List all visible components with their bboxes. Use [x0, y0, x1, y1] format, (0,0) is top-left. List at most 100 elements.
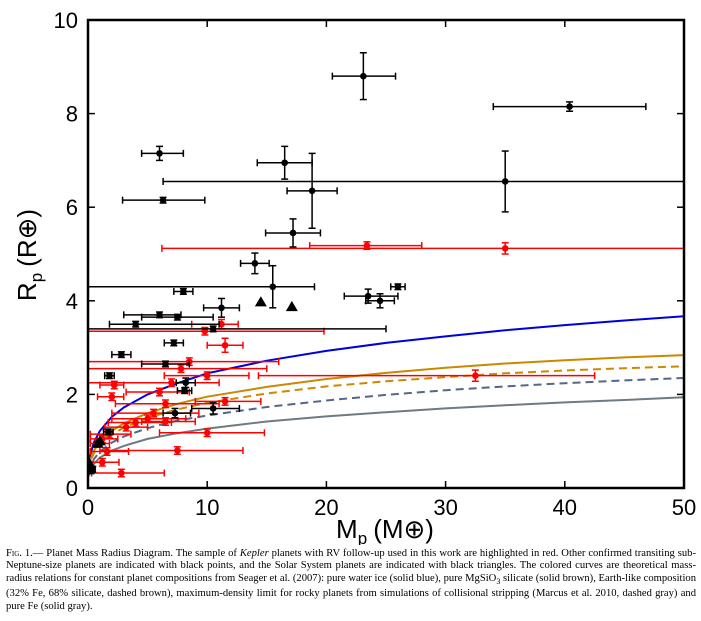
planet-point	[158, 428, 266, 438]
planet-marker	[218, 304, 225, 312]
planet-marker	[209, 405, 217, 412]
x-tick-label: 10	[195, 495, 219, 520]
planet-point	[206, 337, 244, 354]
caption-fig-label: Fig. 1.	[6, 548, 33, 559]
x-tick-label: 30	[433, 495, 457, 520]
plot-frame	[86, 18, 686, 490]
series-1	[88, 52, 684, 473]
x-axis-label-unit: (M⊕)	[373, 514, 434, 544]
planet-point	[140, 417, 197, 427]
planet-marker	[501, 178, 509, 185]
planet-point	[194, 396, 262, 406]
planet-marker	[103, 448, 111, 455]
planet-marker	[106, 372, 113, 379]
planet-marker	[122, 423, 130, 431]
planet-marker	[104, 428, 112, 436]
planet-point	[88, 325, 387, 333]
planet-marker	[177, 365, 185, 372]
x-tick-label: 20	[314, 495, 338, 520]
planet-point	[492, 101, 647, 113]
planet-point	[331, 52, 397, 101]
solar-system-planet-marker	[88, 457, 96, 468]
planet-point	[99, 380, 125, 390]
caption-text-1: — Planet Mass Radius Diagram. The sample…	[32, 548, 240, 559]
curve-maximum-density	[88, 377, 684, 475]
planet-point	[96, 392, 125, 402]
planet-marker	[203, 429, 211, 437]
planet-marker	[150, 409, 157, 417]
planet-point	[257, 369, 596, 383]
planet-point	[88, 378, 220, 388]
caption-text-sub3: 3	[496, 576, 501, 586]
planet-marker	[118, 469, 125, 477]
x-axis-label-main: M	[336, 514, 358, 544]
planet-point	[103, 372, 115, 380]
planet-marker	[156, 388, 163, 396]
planet-point	[88, 364, 268, 374]
y-axis-label-unit: (R⊕)	[12, 209, 42, 267]
planet-marker	[162, 360, 169, 368]
y-tick-label: 0	[66, 476, 78, 501]
planet-point	[264, 218, 322, 248]
planet-point	[88, 264, 316, 309]
planet-point	[103, 422, 149, 432]
x-tick-label: 40	[553, 495, 577, 520]
planet-marker	[162, 418, 169, 425]
y-axis-label-main: R	[12, 282, 42, 301]
planet-point	[163, 339, 185, 347]
planet-point	[202, 297, 241, 318]
planet-point	[190, 402, 241, 415]
planet-marker	[376, 297, 384, 305]
planet-point	[161, 242, 684, 255]
planet-marker	[171, 409, 179, 417]
y-tick-label: 10	[54, 8, 78, 33]
planet-point	[176, 387, 193, 395]
y-tick-label: 6	[66, 195, 78, 220]
solar-system-planet-marker	[285, 300, 298, 312]
planet-point	[140, 360, 191, 368]
planet-point	[175, 377, 197, 389]
planet-point	[162, 150, 684, 213]
planet-point	[239, 252, 270, 275]
y-axis-label: Rp (R⊕)	[12, 209, 46, 301]
series-0	[88, 241, 684, 478]
planet-point	[125, 387, 191, 397]
planet-marker	[472, 372, 479, 379]
x-axis-label: Mp (M⊕)	[336, 514, 434, 545]
planet-marker	[168, 379, 175, 387]
y-axis-label-sub: p	[27, 273, 46, 282]
planet-marker	[99, 458, 106, 466]
planet-marker	[281, 159, 288, 167]
planet-point	[89, 447, 130, 456]
planet-point	[114, 399, 220, 409]
solar-system-planet-marker	[91, 437, 104, 448]
planet-point	[108, 320, 220, 328]
solar-system-planet-marker	[254, 296, 267, 307]
planet-marker	[363, 242, 371, 249]
planet-marker	[170, 339, 178, 347]
planet-point	[88, 457, 120, 467]
planet-marker	[162, 400, 169, 408]
planet-point	[140, 313, 214, 321]
planet-marker	[180, 288, 187, 295]
planet-marker	[156, 150, 163, 157]
y-tick-label: 2	[66, 382, 78, 407]
planet-point	[390, 283, 406, 291]
y-tick-label: 8	[66, 102, 78, 127]
caption-text-3: silicate (solid brown), Earth-like compo…	[6, 572, 696, 612]
solar-system-planet-marker	[88, 464, 95, 475]
planet-marker	[221, 341, 229, 349]
planet-marker	[132, 320, 139, 328]
planet-point	[99, 446, 244, 456]
planet-marker	[181, 387, 188, 394]
planet-marker	[108, 393, 116, 401]
planet-point	[121, 196, 206, 204]
caption-text-kepler: Kepler	[239, 548, 269, 559]
planet-marker	[110, 381, 118, 389]
planet-marker	[394, 283, 402, 291]
x-axis-label-sub: p	[358, 529, 367, 545]
planet-marker	[501, 245, 509, 252]
planet-point	[286, 152, 338, 230]
planet-marker	[566, 103, 573, 110]
planet-marker	[269, 283, 277, 291]
